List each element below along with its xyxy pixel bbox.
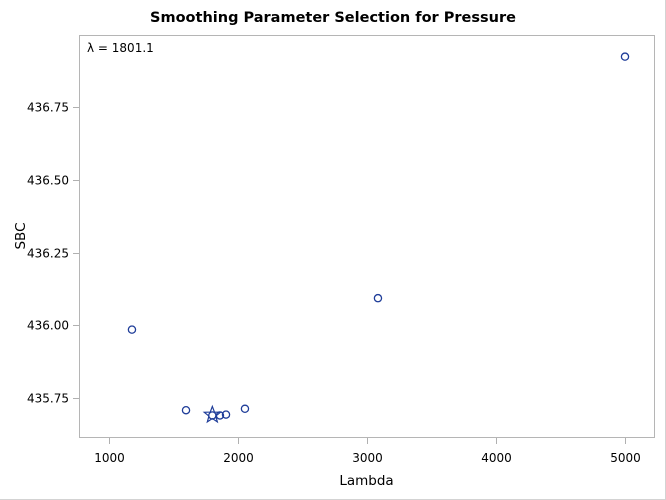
data-point-circle — [620, 52, 630, 61]
chart-title: Smoothing Parameter Selection for Pressu… — [150, 10, 516, 26]
x-tick-label: 5000 — [610, 451, 641, 465]
data-point-circle — [373, 293, 383, 303]
x-tick-label: 3000 — [352, 451, 383, 465]
y-tick-label: 436.75 — [27, 101, 69, 115]
x-tick-label: 2000 — [223, 451, 254, 465]
y-tick-label: 436.25 — [27, 247, 69, 261]
data-point-circle — [240, 404, 250, 414]
y-tick-label: 435.75 — [27, 392, 69, 406]
x-axis-label: Lambda — [339, 473, 393, 489]
data-point-circle — [181, 405, 191, 415]
data-point-circle — [127, 325, 137, 334]
y-axis-label: SBC — [13, 222, 29, 249]
data-point-circle — [221, 410, 231, 419]
y-tick-label: 436.50 — [27, 174, 69, 188]
y-tick-label: 436.00 — [27, 319, 69, 333]
lambda-annotation: λ = 1801.1 — [87, 41, 154, 55]
selected-point-star — [202, 404, 223, 424]
x-tick-label: 4000 — [481, 451, 512, 465]
x-tick-label: 1000 — [94, 451, 125, 465]
plot-frame — [79, 35, 655, 438]
